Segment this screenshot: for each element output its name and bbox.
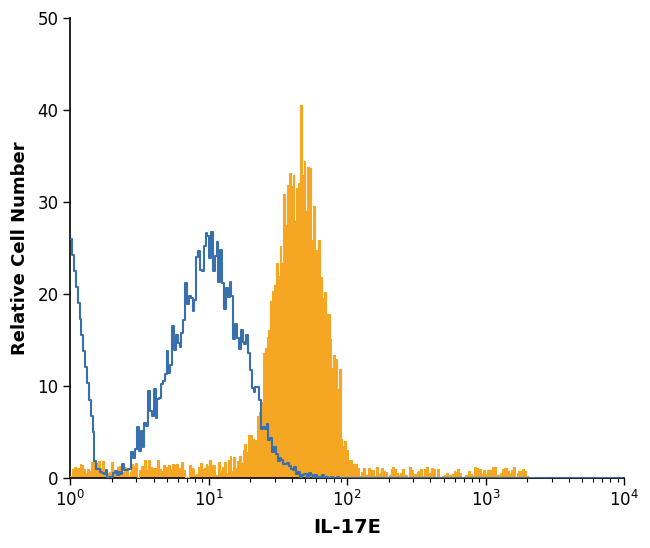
Y-axis label: Relative Cell Number: Relative Cell Number (11, 141, 29, 355)
X-axis label: IL-17E: IL-17E (313, 518, 381, 537)
